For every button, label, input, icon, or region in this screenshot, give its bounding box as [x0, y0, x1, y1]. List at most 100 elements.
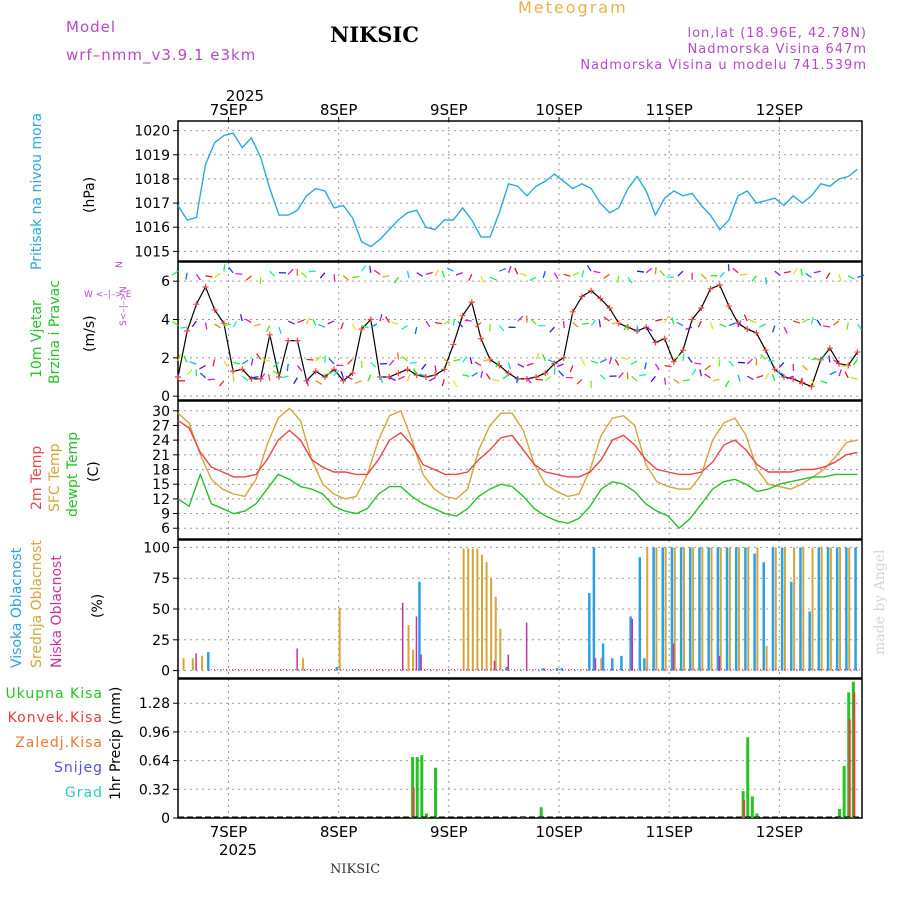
- wind-direction-arrow: [443, 319, 451, 325]
- wind-direction-arrow: [659, 270, 666, 277]
- temperature-ytick-label-3: 15: [152, 477, 170, 493]
- bottom-day-label-4: 11SEP: [646, 823, 693, 841]
- wind-direction-arrow: [645, 267, 653, 274]
- wind-direction-arrow: [223, 360, 229, 368]
- wind-direction-arrow: [737, 374, 741, 382]
- convective-rain-bar: [848, 719, 851, 818]
- wind-speed-marker: [826, 345, 833, 352]
- wind-direction-arrow: [709, 322, 714, 330]
- high-cloud-bar: [207, 652, 210, 671]
- wind-direction-arrow: [825, 272, 831, 280]
- top-axis-year: 2025: [226, 87, 264, 105]
- wind-direction-arrow: [760, 353, 767, 360]
- wind-speed-marker: [707, 285, 714, 292]
- wind-direction-arrow: [685, 326, 693, 330]
- wind-direction-arrow: [529, 276, 537, 282]
- top-day-label-3: 10SEP: [535, 101, 582, 119]
- compass-ew: W <–|–> E: [84, 290, 132, 300]
- pressure-ytick-label-3: 1018: [134, 172, 170, 188]
- precip-ytick-label-4: 1.28: [139, 696, 170, 712]
- wind-direction-arrow: [623, 323, 629, 331]
- wind-direction-arrow: [401, 355, 408, 362]
- pressure-frame: [177, 120, 863, 262]
- mid-cloud-bar: [728, 547, 731, 671]
- wind-direction-arrow: [811, 358, 819, 361]
- wind-direction-arrow: [765, 372, 770, 380]
- wind-direction-arrow: [235, 273, 243, 275]
- wind-direction-arrow: [300, 272, 307, 278]
- wind-speed-marker: [230, 368, 237, 375]
- total-rain-bar: [842, 765, 846, 818]
- wind-direction-arrow: [699, 369, 702, 377]
- convective-rain-bar: [412, 787, 415, 818]
- wind-direction-arrow: [446, 267, 454, 272]
- wind-direction-arrow: [342, 275, 350, 281]
- mid-cloud-bar: [462, 548, 465, 671]
- wind-direction-arrow: [576, 378, 583, 385]
- wind-direction-arrow: [379, 314, 383, 322]
- compass-n: N: [115, 261, 125, 268]
- wind-direction-arrow: [441, 379, 445, 387]
- mid-cloud-bar: [480, 554, 483, 671]
- wind-direction-arrow: [485, 373, 491, 380]
- wind-direction-arrow: [199, 364, 206, 370]
- legend-snow: Snijeg: [53, 760, 103, 776]
- wind-direction-arrow: [644, 362, 647, 370]
- wind-direction-arrow: [499, 267, 507, 272]
- wind-direction-arrow: [636, 325, 640, 333]
- wind-direction-arrow: [771, 374, 776, 382]
- wind-direction-arrow: [185, 272, 188, 280]
- cloud-ytick-label-4: 100: [143, 540, 170, 556]
- wind-direction-arrow: [297, 319, 305, 324]
- wind-speed-marker: [652, 339, 659, 346]
- wind-direction-arrow: [306, 358, 314, 361]
- pressure-line: [177, 132, 858, 248]
- precip-frame: [177, 678, 863, 819]
- low-cloud-bar: [507, 654, 510, 671]
- wind-direction-arrow: [563, 273, 571, 277]
- wind-direction-arrow: [397, 352, 399, 360]
- wind-direction-arrow: [245, 275, 252, 281]
- wind-speed-marker: [248, 375, 255, 382]
- wind-direction-arrow: [829, 371, 837, 376]
- model-name: wrf–nmm_v3.9.1 e3km: [66, 46, 257, 64]
- wind-direction-arrow: [639, 374, 647, 377]
- wind-speed-marker: [606, 305, 613, 311]
- high-cloud-bar: [505, 666, 508, 671]
- wind-speed-marker: [184, 328, 191, 334]
- wind-direction-arrow: [278, 326, 282, 335]
- high-cloud-bar: [845, 547, 848, 671]
- mid-cloud-bar: [600, 658, 603, 671]
- wind-direction-arrow: [214, 323, 221, 329]
- mid-cloud-bar: [765, 645, 768, 671]
- wind-direction-arrow: [850, 376, 858, 380]
- temperature-frame: [177, 400, 863, 540]
- wind-direction-arrow: [673, 354, 680, 360]
- wind-direction-arrow: [232, 361, 241, 365]
- wind-speed-marker: [358, 326, 365, 333]
- wind-speed-marker: [468, 299, 475, 306]
- wind-speed-marker: [331, 366, 338, 373]
- wind-speed-line: [177, 284, 858, 388]
- wind-direction-arrow: [719, 323, 727, 328]
- wind-direction-arrow: [507, 265, 512, 273]
- wind-speed-marker: [450, 341, 457, 348]
- wind-direction-arrow: [287, 320, 295, 325]
- precip-ytick-label-3: 0.96: [139, 725, 170, 741]
- wind-direction-arrow: [856, 323, 863, 331]
- wind-direction-arrow: [406, 374, 411, 382]
- wind-direction-arrow: [673, 378, 680, 384]
- high-cloud-bar: [418, 581, 421, 671]
- wind-direction-arrow: [599, 374, 606, 381]
- mid-cloud-bar: [655, 547, 658, 671]
- pressure-ytick-label-5: 1020: [134, 124, 170, 140]
- wind-direction-arrow: [351, 323, 357, 331]
- mid-cloud-bar: [774, 547, 777, 671]
- wind-direction-arrow: [535, 378, 544, 381]
- wind-direction-arrow: [455, 272, 463, 276]
- high-cloud-bar: [799, 547, 802, 671]
- wind-speed-marker: [551, 360, 558, 367]
- total-rain-bar: [838, 809, 842, 818]
- wind-direction-arrow: [581, 359, 586, 366]
- legend-graupel: Grad: [64, 785, 103, 801]
